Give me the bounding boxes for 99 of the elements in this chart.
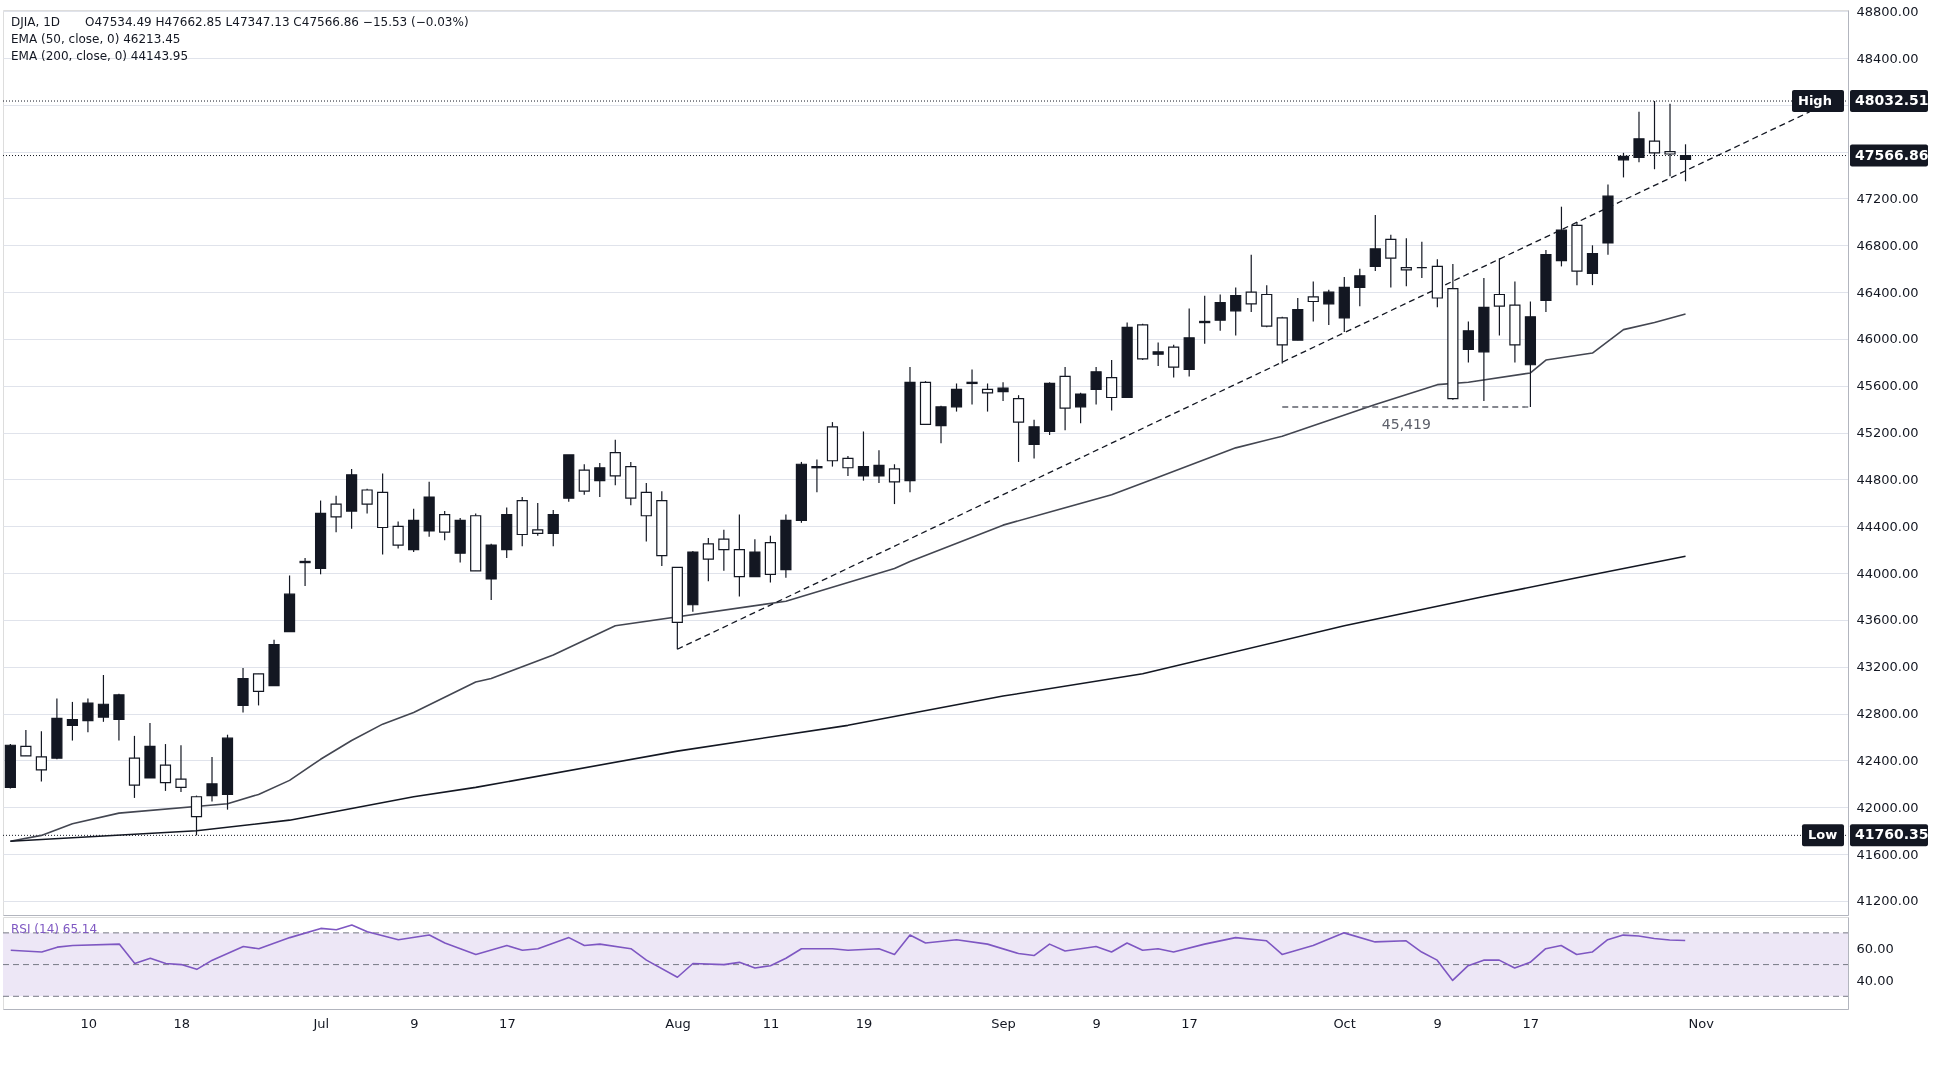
candlestick: [392, 521, 404, 550]
candlestick: [950, 382, 963, 413]
candlestick: [842, 455, 854, 477]
candlestick: [66, 701, 79, 742]
candlestick: [1400, 237, 1412, 287]
candlestick: [935, 405, 947, 444]
y-tick-label: 41600.00: [1856, 846, 1919, 862]
y-tick-label: 42800.00: [1856, 706, 1919, 722]
text: RSI (14) 65.14: [11, 922, 98, 936]
candlestick: [1462, 320, 1474, 363]
text: 41760.35: [1855, 826, 1929, 843]
y-tick-label: 45200.00: [1856, 425, 1919, 441]
y-tick-label: 46400.00: [1856, 284, 1919, 300]
x-tick-label: 11: [762, 1015, 780, 1031]
x-tick-label: Nov: [1688, 1015, 1715, 1031]
x-tick-label: 17: [1522, 1015, 1539, 1031]
y-tick-label: 47200.00: [1856, 190, 1919, 206]
text: 48032.51: [1855, 92, 1929, 109]
y-tick-label: 44800.00: [1856, 471, 1919, 487]
candlestick: [1493, 257, 1505, 337]
candlestick: [299, 557, 311, 587]
y-tick-label: 40.00: [1856, 972, 1894, 988]
candlestick: [578, 463, 590, 496]
candlestick: [190, 794, 203, 836]
candlestick: [1245, 254, 1257, 313]
candlestick: [857, 430, 870, 482]
candlestick: [1323, 289, 1335, 326]
y-tick-label: 42000.00: [1856, 799, 1919, 815]
candlestick: [609, 439, 621, 486]
x-tick-label: 17: [499, 1015, 516, 1031]
candlestick: [811, 458, 823, 493]
chart-title: DJIA, 1D: [11, 15, 61, 29]
candlestick: [1369, 214, 1381, 272]
x-tick-label: Jul: [312, 1015, 330, 1031]
candlestick: [1307, 281, 1319, 323]
y-tick-label: 48800.00: [1856, 3, 1919, 19]
annotation: O47534.49 H47662.85 L47347.13 C47566.86 −15.53 (−0.03%): [85, 15, 469, 29]
candlestick: [20, 729, 32, 757]
candlestick: [1168, 344, 1180, 379]
candlestick: [997, 381, 1009, 402]
candlestick: [82, 697, 94, 733]
candlestick: [966, 368, 978, 406]
y-tick-label: 43600.00: [1856, 612, 1919, 628]
candlestick: [1106, 359, 1118, 411]
ref-line-label: High: [1798, 93, 1832, 109]
candlestick: [702, 537, 714, 582]
text: 47566.86: [1855, 146, 1929, 163]
candlestick: [1586, 244, 1599, 286]
candlestick: [1075, 392, 1087, 424]
y-tick-label: 48400.00: [1856, 50, 1919, 66]
candlestick: [873, 449, 885, 484]
annotation: EMA (50, close, 0) 46213.45: [11, 32, 181, 46]
candlestick: [1090, 366, 1102, 406]
x-tick-label: 10: [80, 1015, 98, 1031]
candlestick: [640, 482, 652, 543]
y-tick-label: 46000.00: [1856, 331, 1919, 347]
x-tick-label: 9: [1092, 1015, 1101, 1031]
candlestick: [1152, 341, 1164, 367]
candlestick: [718, 529, 730, 572]
line-series: [9, 924, 1687, 982]
y-tick-label: 44000.00: [1856, 565, 1919, 581]
x-tick-label: 19: [855, 1015, 873, 1031]
x-tick-label: 9: [410, 1015, 419, 1031]
candlestick: [252, 673, 265, 707]
candlestick: [1012, 394, 1025, 463]
candlestick: [361, 488, 373, 515]
candlestick: [159, 743, 172, 792]
x-tick-label: 18: [173, 1015, 191, 1031]
ref-line-label: Low: [1808, 827, 1838, 843]
y-tick-label: 42400.00: [1856, 752, 1919, 768]
series-label: 45,419: [1381, 416, 1431, 433]
candlestick: [888, 463, 901, 505]
candlestick: [175, 744, 187, 793]
candlestick: [206, 756, 218, 803]
candlestick: [330, 495, 342, 533]
x-tick-label: Oct: [1333, 1015, 1356, 1031]
candlestick: [1385, 234, 1397, 289]
x-tick-label: Aug: [665, 1015, 691, 1031]
x-tick-label: 17: [1181, 1015, 1198, 1031]
candlestick: [1230, 286, 1242, 337]
y-tick-label: 60.00: [1856, 941, 1894, 957]
y-tick-label: 46800.00: [1856, 237, 1919, 253]
candlestick: [547, 509, 559, 547]
candlestick: [1028, 419, 1040, 459]
candlestick: [439, 510, 451, 541]
candlestick: [35, 730, 47, 783]
y-tick-label: 41200.00: [1856, 893, 1919, 909]
candlestick: [1214, 293, 1226, 332]
candlestick: [1354, 268, 1366, 307]
candlestick: [532, 502, 544, 537]
annotation: EMA (200, close, 0) 44143.95: [11, 49, 189, 63]
y-tick-label: 44400.00: [1856, 518, 1919, 534]
candlestick: [594, 462, 606, 498]
y-tick-label: 45600.00: [1856, 378, 1919, 394]
candlestick: [97, 674, 110, 723]
candlestick: [1416, 241, 1428, 279]
y-tick-label: 43200.00: [1856, 659, 1919, 675]
x-tick-label: Sep: [991, 1015, 1016, 1031]
x-tick-label: 9: [1433, 1015, 1442, 1031]
